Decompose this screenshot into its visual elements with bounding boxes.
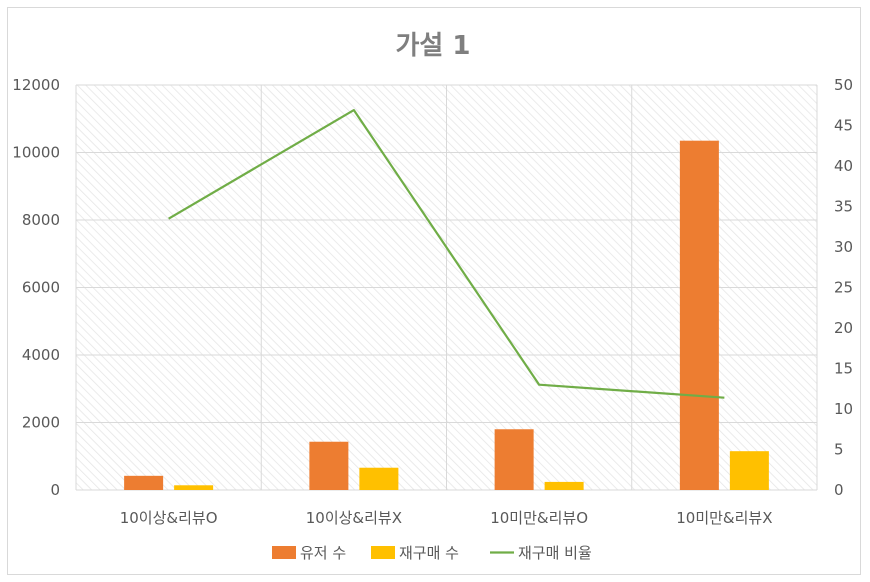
- bar-1: [309, 441, 349, 490]
- legend-label: 재구매 수: [399, 544, 459, 562]
- left-axis: 0 2000 4000 6000 8000 10000 12000: [12, 76, 60, 499]
- right-tick-label: 20: [834, 319, 853, 337]
- left-tick-label: 2000: [22, 414, 60, 432]
- right-tick-label: 5: [834, 441, 844, 459]
- right-tick-label: 35: [834, 198, 853, 216]
- left-tick-label: 8000: [22, 211, 60, 229]
- bar-1: [679, 140, 719, 490]
- right-tick-label: 30: [834, 238, 853, 256]
- legend-swatch: [371, 546, 395, 559]
- right-tick-label: 0: [834, 481, 844, 499]
- right-tick-label: 25: [834, 279, 853, 297]
- line-3: [168, 109, 725, 399]
- right-axis: 0 5 10 15 20 25 30 35 40 45 50: [834, 76, 853, 499]
- bar-1: [124, 475, 164, 490]
- right-tick-label: 50: [834, 76, 853, 94]
- bar-2: [174, 485, 214, 490]
- line-series: [168, 109, 725, 399]
- category-label: 10이상&리뷰O: [120, 509, 218, 527]
- left-tick-label: 10000: [12, 144, 60, 162]
- right-tick-label: 40: [834, 157, 853, 175]
- right-tick-label: 10: [834, 400, 853, 418]
- right-tick-label: 15: [834, 360, 853, 378]
- bar-2: [359, 467, 399, 490]
- legend: 유저 수 재구매 수 재구매 비율: [272, 544, 592, 562]
- category-label: 10미만&리뷰X: [676, 509, 772, 527]
- category-label: 10이상&리뷰X: [306, 509, 402, 527]
- legend-swatch: [272, 546, 296, 559]
- left-tick-label: 12000: [12, 76, 60, 94]
- bar-series: [124, 140, 769, 490]
- right-tick-label: 45: [834, 117, 853, 135]
- left-tick-label: 4000: [22, 346, 60, 364]
- left-tick-label: 0: [50, 481, 60, 499]
- category-axis: 10이상&리뷰O 10이상&리뷰X 10미만&리뷰O 10미만&리뷰X: [120, 509, 773, 527]
- bar-1: [494, 429, 534, 490]
- legend-label: 재구매 비율: [518, 544, 592, 562]
- chart-title: 가설 1: [396, 31, 471, 61]
- legend-label: 유저 수: [300, 544, 346, 562]
- bar-2: [544, 481, 584, 490]
- category-label: 10미만&리뷰O: [490, 509, 588, 527]
- bar-2: [729, 451, 769, 490]
- left-tick-label: 6000: [22, 279, 60, 297]
